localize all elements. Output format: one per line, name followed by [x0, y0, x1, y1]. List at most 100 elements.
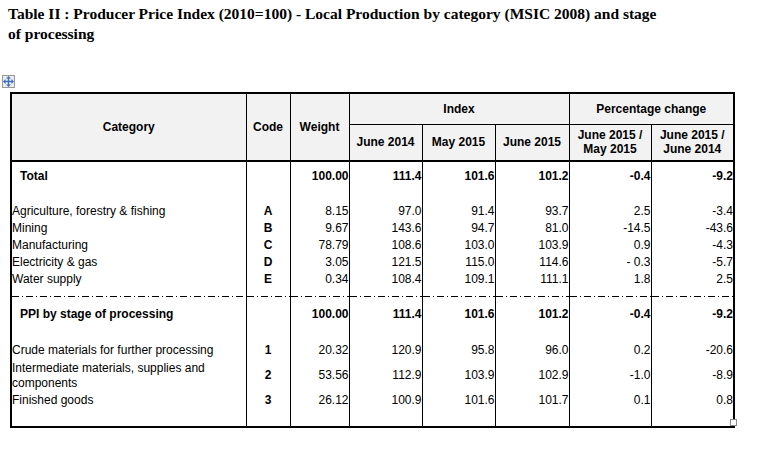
empty-cell: [246, 288, 290, 296]
value-cell: 108.6: [349, 237, 422, 254]
col-group-percentage-change: Percentage change: [569, 93, 734, 124]
value-cell: -4.3: [651, 237, 734, 254]
value-cell: 2.5: [569, 203, 651, 220]
bottom-spacer-row: [11, 409, 734, 427]
empty-cell: [422, 288, 495, 296]
total-row: Total100.00111.4101.6101.2-0.4-9.2: [11, 161, 734, 203]
category-cell: PPI by stage of processing: [11, 297, 246, 342]
value-cell: 81.0: [495, 220, 569, 237]
empty-cell: [495, 409, 569, 427]
value-cell: -3.4: [651, 203, 734, 220]
weight-cell: 100.00: [290, 297, 349, 342]
value-cell: 0.1: [569, 392, 651, 409]
col-header-june-2014: June 2014: [349, 124, 422, 161]
category-cell: Total: [11, 161, 246, 203]
section-spacer-row: [11, 288, 734, 296]
category-cell: Manufacturing: [11, 237, 246, 254]
weight-cell: 26.12: [290, 392, 349, 409]
value-cell: 114.6: [495, 254, 569, 271]
value-cell: 103.0: [422, 237, 495, 254]
category-cell: Agriculture, forestry & fishing: [11, 203, 246, 220]
weight-cell: 0.34: [290, 271, 349, 288]
value-cell: 2.5: [651, 271, 734, 288]
value-cell: 143.6: [349, 220, 422, 237]
value-cell: 109.1: [422, 271, 495, 288]
code-cell: [246, 297, 290, 342]
value-cell: 101.6: [422, 161, 495, 203]
weight-cell: 20.32: [290, 342, 349, 359]
code-cell: 2: [246, 359, 290, 392]
value-cell: 93.7: [495, 203, 569, 220]
empty-cell: [569, 288, 651, 296]
empty-cell: [290, 409, 349, 427]
code-cell: C: [246, 237, 290, 254]
code-cell: B: [246, 220, 290, 237]
col-header-june-2015: June 2015: [495, 124, 569, 161]
weight-cell: 78.79: [290, 237, 349, 254]
value-cell: -20.6: [651, 342, 734, 359]
col-group-index: Index: [349, 93, 569, 124]
value-cell: 1.8: [569, 271, 651, 288]
value-cell: 101.2: [495, 161, 569, 203]
table-row: ManufacturingC78.79108.6103.0103.90.9-4.…: [11, 237, 734, 254]
col-header-june2015-june2014: June 2015 / June 2014: [651, 124, 734, 161]
page-title: Table II : Producer Price Index (2010=10…: [8, 4, 672, 44]
value-cell: 0.9: [569, 237, 651, 254]
table-row: Intermediate materials, supplies and com…: [11, 359, 734, 392]
empty-cell: [495, 288, 569, 296]
col-header-june2015-may2015: June 2015 / May 2015: [569, 124, 651, 161]
category-cell: Water supply: [11, 271, 246, 288]
value-cell: -5.7: [651, 254, 734, 271]
value-cell: 101.7: [495, 392, 569, 409]
value-cell: 111.4: [349, 161, 422, 203]
value-cell: -1.0: [569, 359, 651, 392]
category-cell: Crude materials for further processing: [11, 342, 246, 359]
value-cell: -0.4: [569, 161, 651, 203]
table-row: Electricity & gasD3.05121.5115.0114.6- 0…: [11, 254, 734, 271]
category-cell: Finished goods: [11, 392, 246, 409]
table-move-handle[interactable]: [2, 75, 15, 88]
value-cell: 95.8: [422, 342, 495, 359]
ppi-stage-total-row: PPI by stage of processing100.00111.4101…: [11, 297, 734, 342]
code-cell: 3: [246, 392, 290, 409]
table-resize-handle[interactable]: [730, 419, 737, 426]
empty-cell: [651, 409, 734, 427]
table-row: MiningB9.67143.694.781.0-14.5-43.6: [11, 220, 734, 237]
value-cell: 97.0: [349, 203, 422, 220]
value-cell: 112.9: [349, 359, 422, 392]
empty-cell: [290, 288, 349, 296]
value-cell: -43.6: [651, 220, 734, 237]
col-header-code: Code: [246, 93, 290, 161]
document-page: Table II : Producer Price Index (2010=10…: [0, 0, 760, 462]
value-cell: 0.2: [569, 342, 651, 359]
weight-cell: 3.05: [290, 254, 349, 271]
header-group-row: Category Code Weight Index Percentage ch…: [11, 93, 734, 124]
empty-cell: [11, 409, 246, 427]
value-cell: 101.6: [422, 297, 495, 342]
table-row: Finished goods326.12100.9101.6101.70.10.…: [11, 392, 734, 409]
ppi-table: Category Code Weight Index Percentage ch…: [10, 92, 735, 428]
category-cell: Electricity & gas: [11, 254, 246, 271]
weight-cell: 100.00: [290, 161, 349, 203]
code-cell: [246, 161, 290, 203]
value-cell: 111.1: [495, 271, 569, 288]
value-cell: 103.9: [422, 359, 495, 392]
value-cell: 103.9: [495, 237, 569, 254]
col-header-weight: Weight: [290, 93, 349, 161]
empty-cell: [11, 288, 246, 296]
weight-cell: 8.15: [290, 203, 349, 220]
value-cell: 101.2: [495, 297, 569, 342]
code-cell: 1: [246, 342, 290, 359]
value-cell: 96.0: [495, 342, 569, 359]
table-row: Crude materials for further processing12…: [11, 342, 734, 359]
category-cell: Intermediate materials, supplies and com…: [11, 359, 246, 392]
category-cell: Mining: [11, 220, 246, 237]
empty-cell: [422, 409, 495, 427]
code-cell: A: [246, 203, 290, 220]
weight-cell: 9.67: [290, 220, 349, 237]
empty-cell: [349, 409, 422, 427]
value-cell: 100.9: [349, 392, 422, 409]
value-cell: 108.4: [349, 271, 422, 288]
value-cell: -8.9: [651, 359, 734, 392]
empty-cell: [651, 288, 734, 296]
